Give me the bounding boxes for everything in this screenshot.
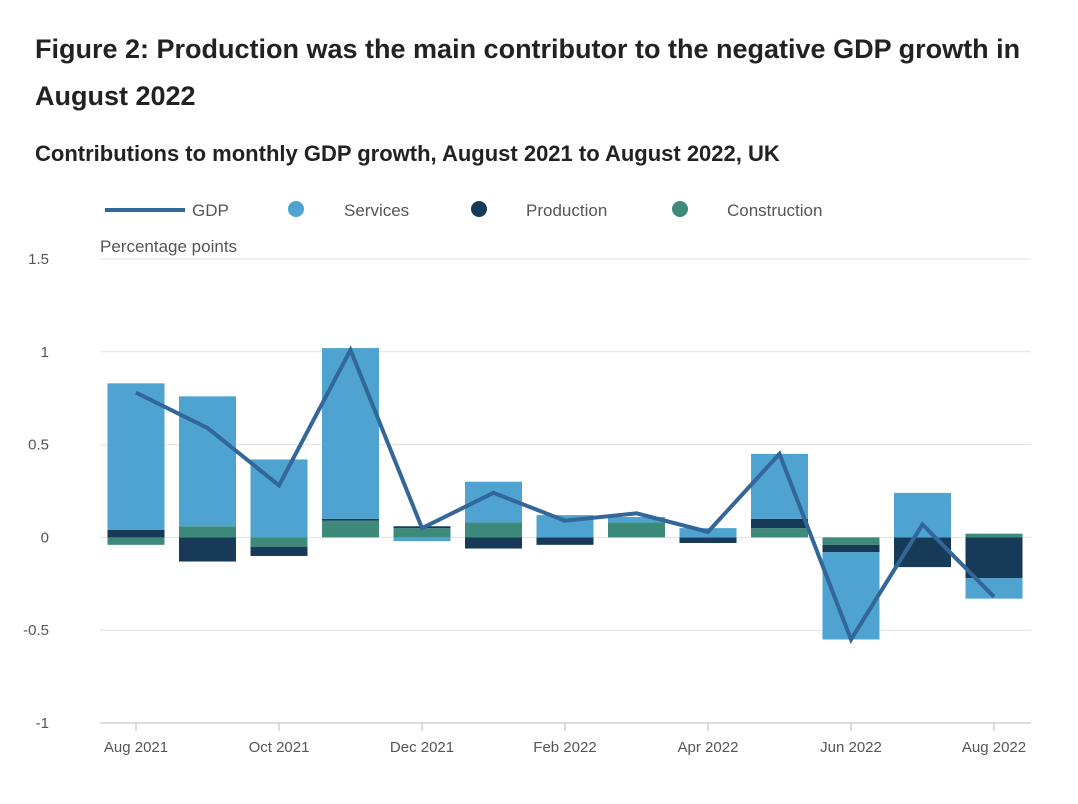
x-tick-label: Apr 2022 bbox=[678, 739, 739, 756]
bar-construction-5 bbox=[465, 522, 522, 538]
bar-services-3 bbox=[322, 348, 379, 519]
legend-construction-swatch bbox=[672, 201, 688, 217]
chart-title: Figure 2: Production was the main contri… bbox=[35, 34, 1021, 111]
x-tick-label: Oct 2021 bbox=[249, 739, 310, 756]
x-tick-label: Aug 2021 bbox=[104, 739, 168, 756]
bar-production-1 bbox=[179, 537, 236, 562]
legend-gdp-label: GDP bbox=[192, 201, 229, 220]
y-tick-label: 0.5 bbox=[28, 437, 49, 454]
bar-services-4 bbox=[393, 537, 451, 542]
y-tick-label: -0.5 bbox=[23, 622, 49, 639]
gdp-line-layer bbox=[135, 345, 996, 644]
bar-services-7 bbox=[608, 516, 665, 523]
bar-construction-1 bbox=[179, 526, 236, 538]
chart-subtitle: Contributions to monthly GDP growth, Aug… bbox=[35, 141, 780, 166]
bar-production-3 bbox=[322, 518, 379, 521]
bar-construction-7 bbox=[608, 522, 665, 538]
bars bbox=[107, 348, 1023, 640]
y-tick-label: 1 bbox=[41, 344, 49, 361]
bar-production-0 bbox=[107, 529, 165, 538]
bar-production-12 bbox=[965, 537, 1023, 579]
legend-services-label: Services bbox=[344, 201, 409, 220]
bar-production-5 bbox=[465, 537, 522, 549]
y-tick-label: -1 bbox=[36, 715, 49, 732]
bar-production-9 bbox=[751, 518, 808, 529]
gridlines bbox=[100, 258, 1031, 724]
bar-construction-12 bbox=[965, 533, 1023, 538]
legend-services-swatch bbox=[288, 201, 304, 217]
bar-construction-2 bbox=[250, 537, 308, 547]
legend-production-swatch bbox=[471, 201, 487, 217]
bar-services-10 bbox=[822, 552, 880, 640]
legend-construction-label: Construction bbox=[727, 201, 822, 220]
bar-production-2 bbox=[250, 546, 308, 556]
bar-construction-10 bbox=[822, 537, 880, 545]
bar-construction-9 bbox=[751, 528, 808, 538]
legend-production-label: Production bbox=[526, 201, 607, 220]
bar-production-8 bbox=[679, 537, 737, 543]
bar-production-6 bbox=[536, 537, 594, 545]
x-tick-label: Aug 2022 bbox=[962, 739, 1026, 756]
bar-production-10 bbox=[822, 544, 880, 553]
y-tick-label: 1.5 bbox=[28, 251, 49, 268]
x-tick-label: Dec 2021 bbox=[390, 739, 454, 756]
legend: GDP Services Production Construction bbox=[105, 201, 822, 220]
y-axis-ticks: -1 -0.5 0 0.5 1 1.5 bbox=[23, 251, 49, 732]
x-axis: Aug 2021 Oct 2021 Dec 2021 Feb 2022 Apr 2022… bbox=[100, 722, 1031, 756]
y-tick-label: 0 bbox=[41, 529, 49, 546]
bar-construction-3 bbox=[322, 520, 379, 538]
x-tick-label: Feb 2022 bbox=[533, 739, 596, 756]
x-tick-label: Jun 2022 bbox=[820, 739, 882, 756]
bar-services-11 bbox=[894, 492, 951, 538]
bar-services-0 bbox=[107, 383, 165, 530]
y-axis-unit-label: Percentage points bbox=[100, 237, 237, 256]
bar-construction-4 bbox=[393, 528, 451, 538]
bar-construction-0 bbox=[107, 537, 165, 545]
